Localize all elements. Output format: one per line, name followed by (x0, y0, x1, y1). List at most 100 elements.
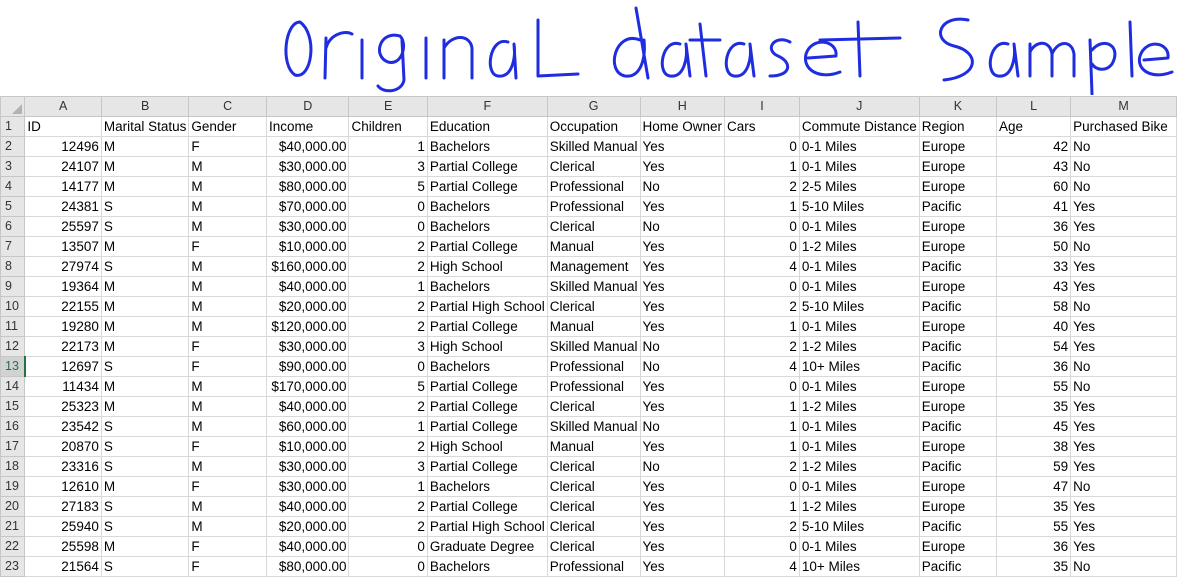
cell[interactable]: 35 (996, 556, 1072, 577)
cell[interactable]: High School (426, 256, 548, 277)
cell[interactable]: 12610 (24, 476, 102, 497)
cell[interactable]: No (1070, 176, 1177, 197)
cell[interactable]: 2 (348, 316, 428, 337)
cell[interactable]: Europe (918, 496, 998, 517)
cell[interactable]: Yes (639, 316, 726, 337)
row-number[interactable]: 4 (0, 176, 26, 197)
cell[interactable]: Bachelors (426, 356, 548, 377)
cell[interactable]: $30,000.00 (265, 156, 350, 177)
cell[interactable]: $20,000.00 (265, 296, 350, 317)
row-number[interactable]: 3 (0, 156, 26, 177)
row-number[interactable]: 23 (0, 556, 26, 577)
cell[interactable]: 2 (348, 516, 428, 537)
cell[interactable]: No (1070, 136, 1177, 157)
cell[interactable]: $80,000.00 (265, 556, 350, 577)
cell[interactable]: Yes (1070, 436, 1177, 457)
cell[interactable]: 14177 (24, 176, 102, 197)
cell[interactable]: No (639, 416, 726, 437)
cell[interactable]: 40 (996, 316, 1072, 337)
cell[interactable]: Yes (1070, 496, 1177, 517)
cell[interactable]: Clerical (546, 396, 641, 417)
cell[interactable]: M (188, 256, 267, 277)
cell[interactable]: 36 (996, 356, 1072, 377)
cell[interactable]: $90,000.00 (265, 356, 350, 377)
cell[interactable]: $40,000.00 (265, 536, 350, 557)
cell[interactable]: Pacific (918, 416, 998, 437)
cell[interactable]: 33 (996, 256, 1072, 277)
row-number[interactable]: 18 (0, 456, 26, 477)
column-header[interactable]: H (639, 96, 726, 117)
cell[interactable]: S (100, 496, 190, 517)
cell[interactable]: 43 (996, 276, 1072, 297)
cell[interactable]: $40,000.00 (265, 136, 350, 157)
field-header-cell[interactable]: Occupation (546, 116, 641, 137)
cell[interactable]: Skilled Manual (546, 416, 641, 437)
cell[interactable]: M (100, 176, 190, 197)
cell[interactable]: Yes (639, 156, 726, 177)
field-header-cell[interactable]: Region (918, 116, 998, 137)
cell[interactable]: S (100, 556, 190, 577)
cell[interactable]: High School (426, 336, 548, 357)
column-header[interactable]: I (724, 96, 800, 117)
cell[interactable]: 0 (348, 216, 428, 237)
cell[interactable]: S (100, 256, 190, 277)
cell[interactable]: $10,000.00 (265, 236, 350, 257)
cell[interactable]: $40,000.00 (265, 276, 350, 297)
cell[interactable]: Bachelors (426, 276, 548, 297)
cell[interactable]: Clerical (546, 516, 641, 537)
cell[interactable]: Clerical (546, 296, 641, 317)
cell[interactable]: Manual (546, 436, 641, 457)
cell[interactable]: M (188, 516, 267, 537)
cell[interactable]: 5-10 Miles (798, 516, 920, 537)
cell[interactable]: 0-1 Miles (798, 276, 920, 297)
cell[interactable]: 2 (348, 436, 428, 457)
row-number[interactable]: 17 (0, 436, 26, 457)
field-header-cell[interactable]: Age (996, 116, 1072, 137)
cell[interactable]: No (639, 336, 726, 357)
cell[interactable]: Skilled Manual (546, 336, 641, 357)
cell[interactable]: No (1070, 236, 1177, 257)
cell[interactable]: 60 (996, 176, 1072, 197)
cell[interactable]: Pacific (918, 296, 998, 317)
cell[interactable]: M (188, 376, 267, 397)
cell[interactable]: 0 (724, 136, 800, 157)
cell[interactable]: 38 (996, 436, 1072, 457)
cell[interactable]: Manual (546, 236, 641, 257)
cell[interactable]: 50 (996, 236, 1072, 257)
cell[interactable]: M (188, 276, 267, 297)
cell[interactable]: M (188, 176, 267, 197)
cell[interactable]: Clerical (546, 216, 641, 237)
row-number[interactable]: 5 (0, 196, 26, 217)
column-header[interactable]: G (546, 96, 641, 117)
cell[interactable]: Yes (639, 556, 726, 577)
cell[interactable]: 47 (996, 476, 1072, 497)
cell[interactable]: M (188, 496, 267, 517)
field-header-cell[interactable]: ID (24, 116, 102, 137)
cell[interactable]: 11434 (24, 376, 102, 397)
cell[interactable]: 2 (348, 236, 428, 257)
cell[interactable]: 0 (348, 556, 428, 577)
column-header[interactable]: B (100, 96, 190, 117)
cell[interactable]: Professional (546, 356, 641, 377)
cell[interactable]: 42 (996, 136, 1072, 157)
row-number[interactable]: 19 (0, 476, 26, 497)
cell[interactable]: 4 (724, 556, 800, 577)
cell[interactable]: 43 (996, 156, 1072, 177)
cell[interactable]: 5-10 Miles (798, 296, 920, 317)
cell[interactable]: $120,000.00 (265, 316, 350, 337)
cell[interactable]: 25598 (24, 536, 102, 557)
row-number[interactable]: 15 (0, 396, 26, 417)
cell[interactable]: Yes (1070, 516, 1177, 537)
cell[interactable]: $70,000.00 (265, 196, 350, 217)
cell[interactable]: Bachelors (426, 216, 548, 237)
cell[interactable]: 2 (348, 396, 428, 417)
column-header[interactable]: E (348, 96, 428, 117)
cell[interactable]: 2 (724, 176, 800, 197)
cell[interactable]: Graduate Degree (426, 536, 548, 557)
cell[interactable]: Skilled Manual (546, 276, 641, 297)
cell[interactable]: 0 (724, 216, 800, 237)
cell[interactable]: 0 (348, 536, 428, 557)
cell[interactable]: M (100, 136, 190, 157)
cell[interactable]: M (188, 416, 267, 437)
cell[interactable]: 3 (348, 156, 428, 177)
